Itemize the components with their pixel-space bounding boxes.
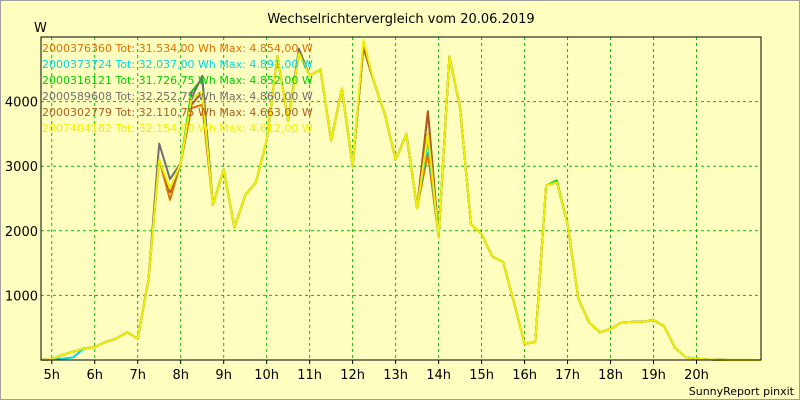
x-tick-label: 7h	[129, 368, 146, 383]
x-tick-label: 12h	[340, 368, 365, 383]
y-tick-label: 2000	[5, 225, 38, 240]
chart-title: Wechselrichtervergleich vom 20.06.2019	[267, 12, 534, 27]
legend-entry-2000589608: 2000589608 Tot: 32.252,75 Wh Max: 4.860,…	[42, 90, 313, 103]
axes: 5h 6h 7h 8h 9h 10h 11h 12h 13h 14h 15h 16h 17h 18h 19h…	[5, 36, 762, 383]
x-tick-label: 16h	[512, 368, 537, 383]
series-line-2007404182	[40, 39, 761, 361]
x-tick-label: 17h	[555, 368, 580, 383]
x-tick-label: 10h	[254, 368, 279, 383]
x-tick-label: 20h	[684, 368, 709, 383]
x-tick-label: 19h	[641, 368, 666, 383]
legend-entry-2000376360: 2000376360 Tot: 31.534,00 Wh Max: 4.854,…	[42, 42, 313, 55]
x-tick-label: 11h	[297, 368, 322, 383]
x-tick-label: 18h	[598, 368, 623, 383]
y-unit-label: W	[34, 21, 47, 36]
x-tick-label: 15h	[469, 368, 494, 383]
plot-border	[40, 36, 762, 361]
y-tick-label: 4000	[5, 96, 38, 111]
y-tick-label: 1000	[5, 289, 38, 304]
x-tick-label: 9h	[215, 368, 232, 383]
legend-entry-2000316121: 2000316121 Tot: 31.726,75 Wh Max: 4.852,…	[42, 74, 313, 87]
legend-entry-2000302779: 2000302779 Tot: 32.110,75 Wh Max: 4.663,…	[42, 106, 313, 119]
footer-label: SunnyReport pinxit	[689, 385, 795, 398]
legend-entry-2000373724: 2000373724 Tot: 32.037,00 Wh Max: 4.891,…	[42, 58, 313, 71]
series-lines	[40, 39, 761, 361]
x-tick-label: 5h	[43, 368, 60, 383]
x-tick-label: 14h	[426, 368, 451, 383]
y-tick-label: 3000	[5, 160, 38, 175]
legend-entry-2007404182: 2007404182 Tot: 32.154,00 Wh Max: 4.612,…	[42, 122, 313, 135]
legend: 2000376360 Tot: 31.534,00 Wh Max: 4.854,…	[42, 42, 313, 135]
x-tick-label: 13h	[383, 368, 408, 383]
x-tick-label: 8h	[172, 368, 189, 383]
plot-area	[41, 37, 761, 360]
x-tick-label: 6h	[86, 368, 103, 383]
